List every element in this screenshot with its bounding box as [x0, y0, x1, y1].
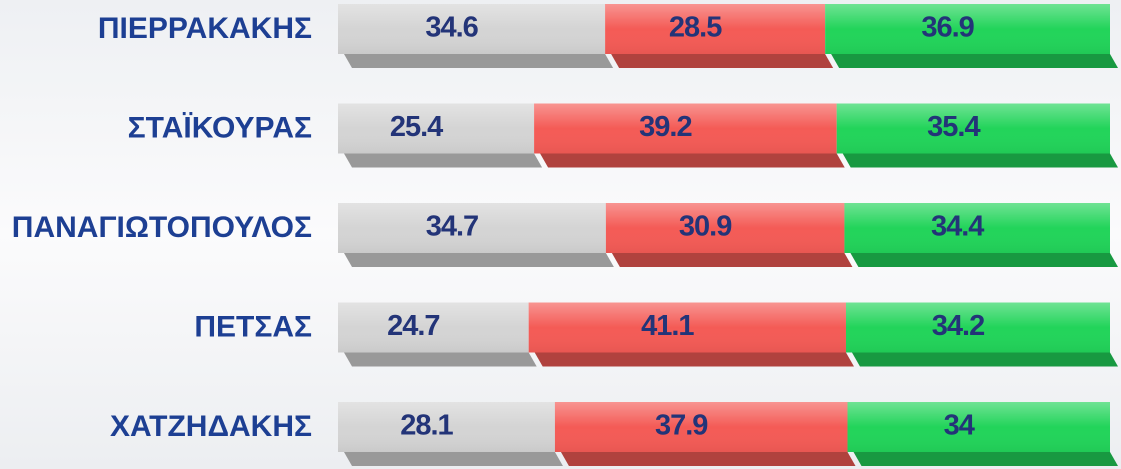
- bar-depth: [344, 253, 614, 267]
- bar-depth: [344, 54, 614, 68]
- bar-depth: [611, 253, 853, 267]
- bar-shine: [338, 203, 606, 253]
- bar-depth: [344, 352, 537, 367]
- value-label: 37.9: [655, 410, 708, 442]
- bar-shine: [338, 302, 529, 353]
- value-label: 25.4: [390, 111, 443, 143]
- bar-depth: [540, 153, 845, 168]
- value-label: 34.6: [425, 12, 478, 44]
- category-label: ΠΕΤΣΑΣ: [194, 310, 312, 343]
- value-label: 41.1: [641, 310, 694, 342]
- value-label: 35.4: [927, 111, 980, 143]
- bar-depth: [344, 153, 543, 168]
- value-label: 24.7: [387, 310, 439, 342]
- bar-depth: [611, 54, 834, 68]
- value-label: 34.7: [426, 211, 478, 243]
- bar-shine: [534, 103, 837, 154]
- bar-shine: [825, 4, 1110, 54]
- value-label: 34.4: [931, 211, 984, 243]
- bar-depth: [344, 452, 563, 466]
- bar-depth: [853, 452, 1118, 466]
- bar-shine: [528, 302, 846, 353]
- value-label: 34.2: [932, 310, 984, 342]
- bar-shine: [338, 103, 535, 154]
- bar-shine: [605, 203, 845, 253]
- bar-depth: [850, 253, 1118, 267]
- value-label: 28.5: [669, 12, 722, 44]
- category-label: ΠΑΝΑΓΙΩΤΟΠΟΥΛΟΣ: [12, 211, 312, 244]
- bar-shine: [554, 402, 848, 452]
- bar-shine: [844, 203, 1110, 253]
- bar-depth: [842, 153, 1118, 168]
- category-label: ΧΑΤΖΗΔΑΚΗΣ: [110, 410, 312, 443]
- bar-depth: [534, 352, 854, 367]
- value-label: 36.9: [921, 12, 974, 44]
- bar-shine: [845, 302, 1110, 353]
- category-label: ΣΤΑΪΚΟΥΡΑΣ: [128, 111, 312, 144]
- bar-depth: [831, 54, 1118, 68]
- category-label: ΠΙΕΡΡΑΚΑΚΗΣ: [98, 12, 312, 45]
- bar-shine: [338, 402, 555, 452]
- value-label: 30.9: [679, 211, 732, 243]
- bar-depth: [851, 352, 1118, 367]
- bar-shine: [338, 4, 606, 54]
- value-label: 28.1: [400, 410, 453, 442]
- bar-shine: [836, 103, 1110, 154]
- bar-shine: [605, 4, 826, 54]
- value-label: 39.2: [639, 111, 691, 143]
- value-label: 34: [944, 410, 975, 442]
- bar-depth: [560, 452, 856, 466]
- bar-shine: [847, 402, 1110, 452]
